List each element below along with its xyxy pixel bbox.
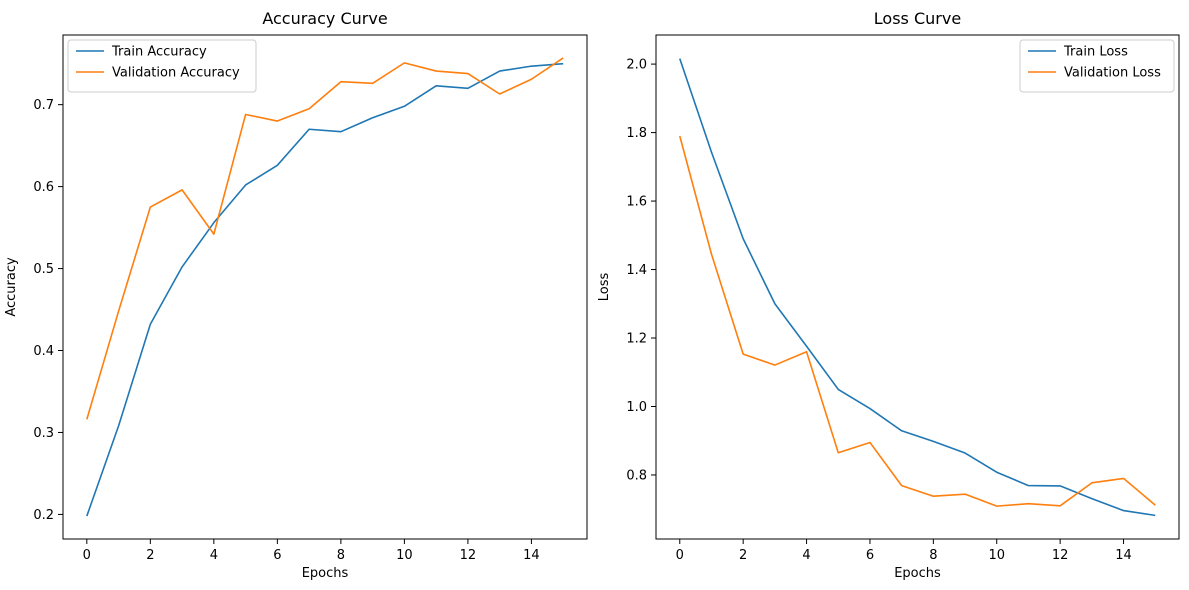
accuracy-legend-entry: Validation Accuracy xyxy=(112,66,240,81)
accuracy-chart-title: Accuracy Curve xyxy=(262,9,387,28)
loss-legend: Train Loss Validation Loss xyxy=(1019,39,1175,93)
accuracy-chart: Accuracy Curve Epochs Accuracy 0 2 4 6 8 10 12 14 0… xyxy=(4,9,588,581)
loss-legend-box xyxy=(1019,39,1175,93)
accuracy-y-tick-label: 0.5 xyxy=(33,262,54,277)
accuracy-y-tick-label: 0.6 xyxy=(33,180,54,195)
loss-y-tick-label: 1.0 xyxy=(626,400,647,415)
accuracy-plot-area xyxy=(62,34,588,540)
loss-x-tick-label: 2 xyxy=(739,548,747,563)
accuracy-x-axis-label: Epochs xyxy=(302,566,349,581)
loss-y-tick-label: 1.8 xyxy=(626,126,647,141)
loss-series-line-train xyxy=(679,58,1156,517)
accuracy-legend: Train Accuracy Validation Accuracy xyxy=(67,39,257,93)
accuracy-x-tick-label: 2 xyxy=(146,548,154,563)
accuracy-x-tick-label: 8 xyxy=(337,548,345,563)
loss-legend-entry: Validation Loss xyxy=(1064,66,1161,81)
loss-x-tick-label: 8 xyxy=(929,548,937,563)
loss-chart: Loss Curve Epochs Loss 0 2 4 6 8 10 12 14 0.8 1.0 1.2… xyxy=(597,9,1180,581)
accuracy-y-axis-label: Accuracy xyxy=(4,257,19,317)
accuracy-y-tick-label: 0.3 xyxy=(33,426,54,441)
accuracy-legend-box xyxy=(67,39,257,93)
loss-x-axis-label: Epochs xyxy=(894,566,941,581)
accuracy-x-tick-label: 0 xyxy=(83,548,91,563)
loss-y-tick-label: 1.2 xyxy=(626,332,647,347)
loss-x-tick-label: 12 xyxy=(1052,548,1069,563)
loss-series-line-validation xyxy=(678,135,1156,507)
accuracy-y-tick-label: 0.2 xyxy=(33,508,54,523)
accuracy-x-tick-label: 10 xyxy=(396,548,413,563)
loss-y-axis-label: Loss xyxy=(597,273,612,302)
accuracy-legend-entry: Train Accuracy xyxy=(111,45,207,60)
loss-x-tick-label: 0 xyxy=(676,548,684,563)
accuracy-y-tick-label: 0.7 xyxy=(33,98,54,113)
loss-y-tick-label: 0.8 xyxy=(626,468,647,483)
accuracy-series-line-validation xyxy=(86,57,564,420)
accuracy-x-tick-label: 4 xyxy=(210,548,218,563)
loss-y-tick-label: 2.0 xyxy=(626,58,647,73)
loss-y-tick-label: 1.6 xyxy=(626,195,647,210)
loss-plot-area xyxy=(655,34,1180,540)
accuracy-y-tick-label: 0.4 xyxy=(33,344,54,359)
loss-x-tick-label: 10 xyxy=(988,548,1005,563)
loss-x-tick-label: 4 xyxy=(802,548,810,563)
accuracy-x-tick-label: 12 xyxy=(460,548,477,563)
loss-x-tick-label: 14 xyxy=(1115,548,1132,563)
loss-y-tick-label: 1.4 xyxy=(626,263,647,278)
accuracy-x-tick-label: 6 xyxy=(273,548,281,563)
accuracy-series-line-train xyxy=(86,62,564,517)
loss-chart-title: Loss Curve xyxy=(874,9,961,28)
loss-legend-entry: Train Loss xyxy=(1063,45,1128,60)
loss-x-tick-label: 6 xyxy=(866,548,874,563)
accuracy-x-tick-label: 14 xyxy=(523,548,540,563)
